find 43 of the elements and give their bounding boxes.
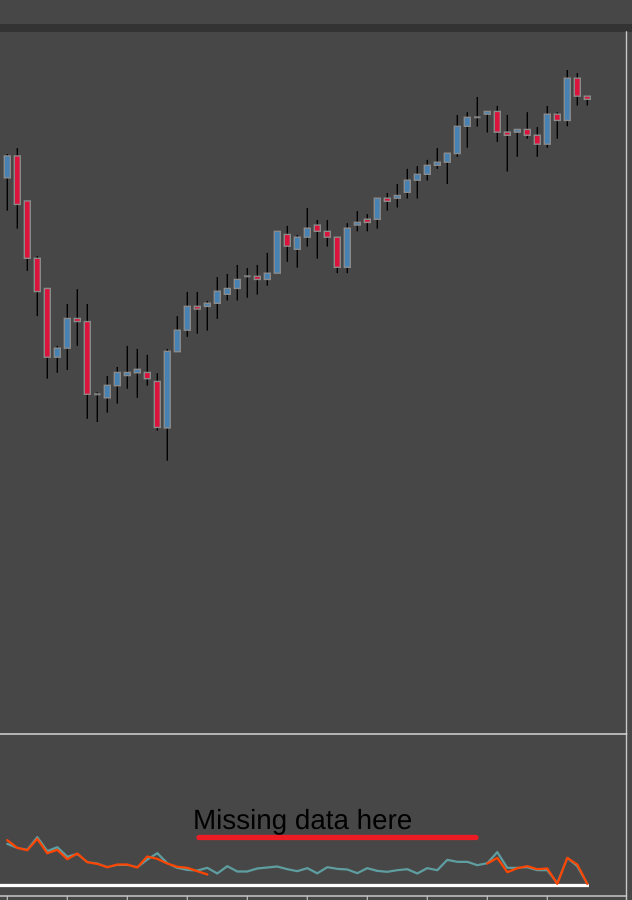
- candlestick: [464, 112, 471, 148]
- candlestick: [364, 213, 371, 232]
- candlestick: [484, 110, 491, 134]
- candlestick: [434, 147, 441, 170]
- candlestick: [574, 72, 581, 106]
- candlestick: [144, 354, 151, 386]
- candlestick: [184, 291, 191, 338]
- candlestick: [104, 375, 111, 414]
- candlestick: [414, 165, 421, 200]
- candlestick: [134, 348, 141, 398]
- candlestick: [214, 276, 221, 320]
- candlestick: [284, 225, 291, 263]
- candlestick: [444, 152, 451, 185]
- candlestick: [74, 288, 81, 347]
- text: Missing data here: [195, 808, 412, 835]
- candlestick: [424, 159, 431, 182]
- candlestick: [534, 126, 541, 158]
- candlestick: [224, 273, 231, 302]
- candlestick: [354, 210, 361, 232]
- candlestick: [324, 219, 331, 248]
- candlestick: [404, 168, 411, 200]
- candlestick: [204, 300, 211, 332]
- candlestick: [4, 153, 11, 212]
- candlestick: [294, 234, 301, 268]
- candlestick: [124, 345, 131, 390]
- candlestick: [174, 315, 181, 352]
- candlestick: [254, 264, 261, 296]
- candlestick: [514, 128, 521, 158]
- candlestick: [524, 112, 531, 140]
- candlestick: [384, 192, 391, 212]
- candlestick: [504, 114, 511, 172]
- candlestick: [54, 345, 61, 374]
- candlestick: [114, 366, 121, 404]
- candlestick: [554, 112, 561, 140]
- candlestick: [264, 252, 271, 286]
- candlestick: [304, 207, 311, 248]
- candlestick: [314, 219, 321, 260]
- candlestick: [374, 197, 381, 230]
- candlestick: [234, 264, 241, 302]
- candlestick: [194, 291, 201, 334]
- candlestick: [394, 183, 401, 208]
- candlestick: [584, 95, 591, 106]
- candlestick: [494, 105, 501, 143]
